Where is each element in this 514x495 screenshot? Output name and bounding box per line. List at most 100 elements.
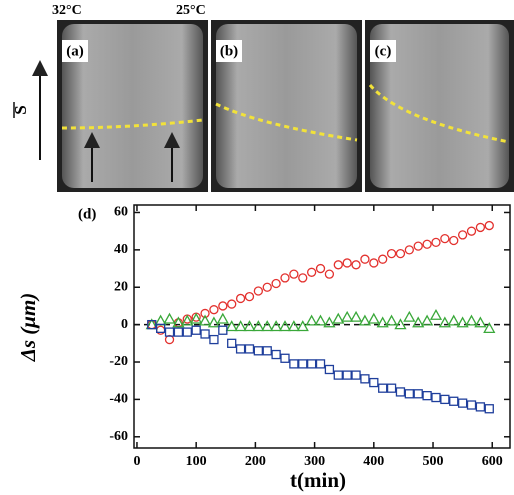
data-point	[395, 248, 406, 259]
panel-label: (c)	[375, 43, 392, 59]
data-point	[181, 314, 194, 326]
label-box	[370, 40, 396, 62]
data-point	[360, 374, 370, 384]
data-point	[289, 269, 299, 279]
label-box	[62, 40, 88, 62]
data-point	[198, 314, 212, 326]
data-point	[332, 312, 345, 324]
data-point	[466, 226, 477, 236]
data-point	[289, 359, 299, 369]
data-point	[305, 314, 318, 326]
data-point	[475, 402, 486, 412]
data-point	[465, 314, 478, 326]
data-point	[306, 359, 317, 369]
data-point	[218, 325, 228, 335]
data-point	[227, 299, 237, 309]
data-point	[261, 320, 274, 332]
data-point	[252, 320, 265, 332]
data-point	[209, 305, 219, 315]
data-point	[483, 322, 496, 334]
data-point	[324, 269, 335, 279]
data-point	[413, 389, 423, 399]
x-tick-label: 500	[423, 454, 444, 469]
data-point	[191, 325, 201, 335]
data-point	[315, 359, 326, 369]
data-point	[342, 370, 352, 380]
data-point	[422, 239, 432, 249]
data-point	[280, 273, 290, 283]
data-point	[218, 301, 228, 311]
x-tick-label: 400	[363, 454, 384, 469]
data-point	[466, 400, 477, 410]
data-point	[457, 230, 468, 240]
data-point	[378, 254, 388, 264]
data-point	[234, 320, 247, 332]
x-tick-label: 300	[304, 454, 325, 469]
data-point	[456, 316, 469, 328]
plot-frame	[133, 204, 511, 449]
data-point	[376, 316, 389, 328]
data-point	[333, 370, 343, 380]
data-point	[386, 383, 397, 393]
data-point	[200, 329, 210, 339]
data-point	[351, 370, 361, 380]
data-point	[163, 312, 176, 324]
data-point	[420, 314, 434, 326]
data-point	[182, 327, 192, 337]
data-point	[429, 308, 443, 320]
y-tick-label: -20	[109, 354, 128, 369]
x-tick-label: 200	[245, 454, 266, 469]
data-point	[296, 320, 309, 332]
data-point	[235, 344, 246, 354]
data-point	[298, 359, 308, 369]
data-point	[314, 314, 327, 326]
data-point	[422, 391, 432, 401]
data-point	[404, 245, 414, 255]
data-point	[484, 220, 494, 231]
data-point	[440, 233, 450, 244]
data-point	[484, 404, 494, 414]
data-point	[475, 222, 486, 233]
data-point	[225, 320, 238, 332]
data-point	[449, 396, 459, 406]
data-point	[253, 346, 263, 356]
data-point	[431, 237, 441, 248]
data-point	[438, 316, 451, 328]
data-point	[270, 320, 283, 332]
x-axis-label: t(min)	[290, 468, 346, 492]
y-tick-label: 20	[114, 279, 128, 294]
data-point	[324, 364, 335, 375]
data-point	[278, 320, 292, 332]
data-point	[315, 263, 326, 274]
data-point	[164, 334, 175, 345]
data-point	[235, 293, 246, 304]
data-point	[271, 349, 281, 360]
x-tick-label: 600	[482, 454, 503, 469]
data-point	[395, 387, 406, 397]
x-tick-label: 100	[186, 454, 207, 469]
data-point	[360, 254, 370, 264]
y-axis-label: Δs (μm)	[16, 293, 40, 363]
data-point	[333, 260, 343, 270]
data-point	[207, 316, 221, 328]
temperature-label: 32°C	[52, 3, 82, 18]
data-point	[457, 398, 468, 408]
data-point	[378, 383, 388, 393]
data-point	[403, 310, 416, 322]
y-tick-label: 60	[114, 205, 128, 220]
data-point	[200, 308, 210, 319]
data-point	[413, 241, 423, 251]
data-point	[209, 334, 219, 345]
data-point	[172, 316, 185, 328]
data-point	[412, 316, 425, 328]
data-point	[394, 318, 407, 330]
image-b	[211, 20, 362, 192]
data-point	[280, 353, 290, 363]
data-point	[147, 319, 157, 330]
data-point	[190, 312, 203, 324]
data-point	[216, 312, 229, 324]
data-point	[474, 316, 487, 328]
y-tick-label: 40	[114, 242, 128, 257]
panel-label: (b)	[220, 43, 238, 59]
